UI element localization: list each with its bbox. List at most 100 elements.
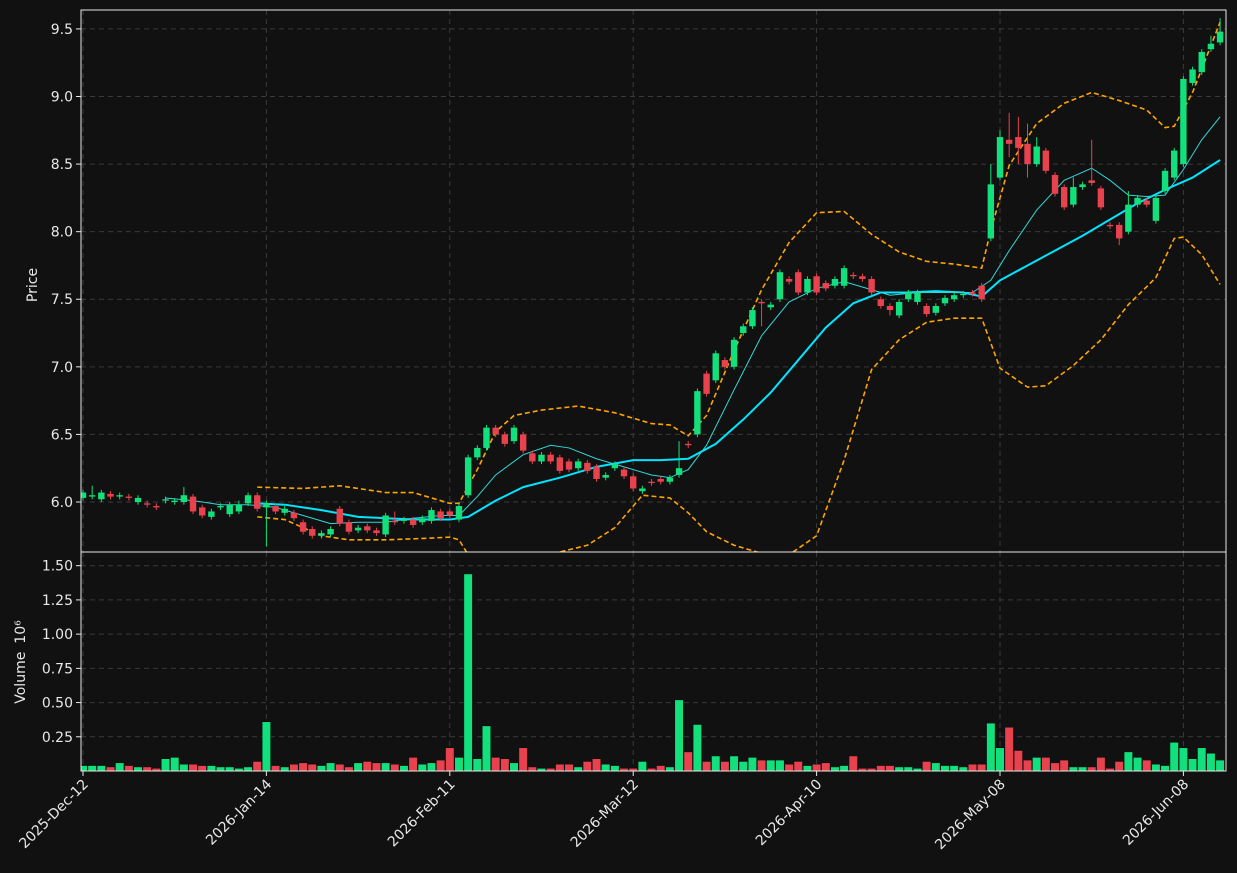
y-tick-label: 8.0 (51, 225, 73, 241)
volume-bar (711, 755, 721, 771)
volume-bar (454, 757, 464, 771)
volume-bar (1169, 741, 1179, 771)
volume-bar (234, 767, 244, 771)
volume-bar (509, 762, 519, 771)
candle-body (272, 506, 279, 512)
volume-bar (1068, 766, 1078, 771)
candle-body (116, 495, 123, 497)
y-tick-label: 1.50 (42, 559, 73, 575)
candle-body (969, 292, 976, 294)
candle-body (1015, 137, 1022, 148)
candle-body (758, 301, 765, 304)
volume-bar (325, 762, 336, 771)
volume-bar (1151, 763, 1161, 771)
volume-bar (876, 765, 886, 771)
volume-bar (619, 767, 629, 771)
candle-body (795, 272, 802, 293)
candle-body (309, 529, 316, 536)
candle-body (648, 481, 655, 484)
volume-bar (81, 765, 88, 771)
candle-body (180, 495, 188, 502)
candle-body (1070, 187, 1077, 205)
candle-body (1079, 184, 1086, 188)
candle-body (1125, 204, 1132, 232)
volume-bar (491, 757, 501, 771)
volume-bar (142, 766, 152, 771)
volume-bar (261, 721, 272, 771)
volume-bar (481, 725, 492, 771)
candle-body (1042, 150, 1050, 171)
volume-bar (857, 767, 868, 771)
candle-body (345, 522, 353, 532)
volume-bar (610, 765, 620, 771)
volume-bar (1114, 761, 1124, 771)
y-tick-label: 1.25 (42, 593, 73, 609)
candle-body (354, 527, 362, 531)
volume-bar (1132, 757, 1143, 771)
candle-body (859, 276, 866, 279)
volume-bar (1004, 726, 1014, 771)
candle-body (1106, 224, 1114, 227)
candle-body (1051, 174, 1059, 194)
volume-bar (729, 755, 739, 771)
volume-bar (977, 763, 987, 771)
y-tick-label: 6.5 (51, 427, 73, 443)
volume-bar (133, 766, 143, 771)
volume-bar (848, 755, 858, 771)
y-tick-label: 9.0 (51, 90, 73, 106)
candle-body (565, 461, 573, 470)
volume-bar (949, 765, 959, 771)
volume-bar (802, 765, 813, 771)
candle-body (785, 278, 793, 282)
candle-body (1134, 197, 1141, 205)
candle-body (804, 278, 811, 293)
volume-bar (564, 763, 574, 771)
candle-body (776, 272, 784, 300)
volume-bar (472, 758, 482, 771)
y-tick-label: 8.5 (51, 157, 73, 173)
volume-bar (573, 766, 583, 771)
volume-bar (344, 766, 354, 771)
volume-label: Volume (13, 652, 29, 704)
volume-bar (546, 767, 556, 771)
volume-frame (80, 551, 1227, 772)
volume-bar (160, 758, 171, 771)
volume-bar (280, 766, 290, 771)
candle-body (510, 427, 518, 442)
volume-bar (986, 722, 996, 771)
candle-body (1097, 188, 1105, 208)
y-tick-label: 0.50 (42, 696, 73, 712)
candle-body (391, 520, 398, 523)
volume-bar (105, 766, 116, 771)
candle-body (519, 434, 527, 451)
candle-body (244, 495, 252, 504)
candle-body (1180, 78, 1187, 165)
y-tick-label: 9.5 (51, 22, 73, 38)
candle-body (1152, 197, 1160, 221)
volume-bar (1041, 757, 1051, 771)
volume-bar (1197, 747, 1207, 771)
volume-bar (756, 759, 767, 771)
candle-body (877, 299, 884, 307)
candle-body (373, 530, 380, 534)
candle-body (464, 457, 472, 496)
candle-body (382, 515, 389, 535)
volume-bar (206, 765, 216, 771)
candle-body (501, 434, 509, 444)
candle-body (932, 306, 940, 313)
candle-body (611, 464, 619, 469)
candle-body (529, 453, 536, 462)
volume-bar (747, 757, 758, 771)
volume-bar (665, 766, 675, 771)
candle-body (620, 469, 628, 477)
volume-bar (839, 765, 849, 771)
volume-bar (518, 747, 528, 771)
volume-bar (674, 699, 684, 771)
candle-body (694, 391, 701, 435)
volume-bar (766, 759, 776, 771)
indicator-line (257, 159, 1221, 521)
candle-body (437, 511, 444, 519)
candle-body (143, 503, 151, 505)
